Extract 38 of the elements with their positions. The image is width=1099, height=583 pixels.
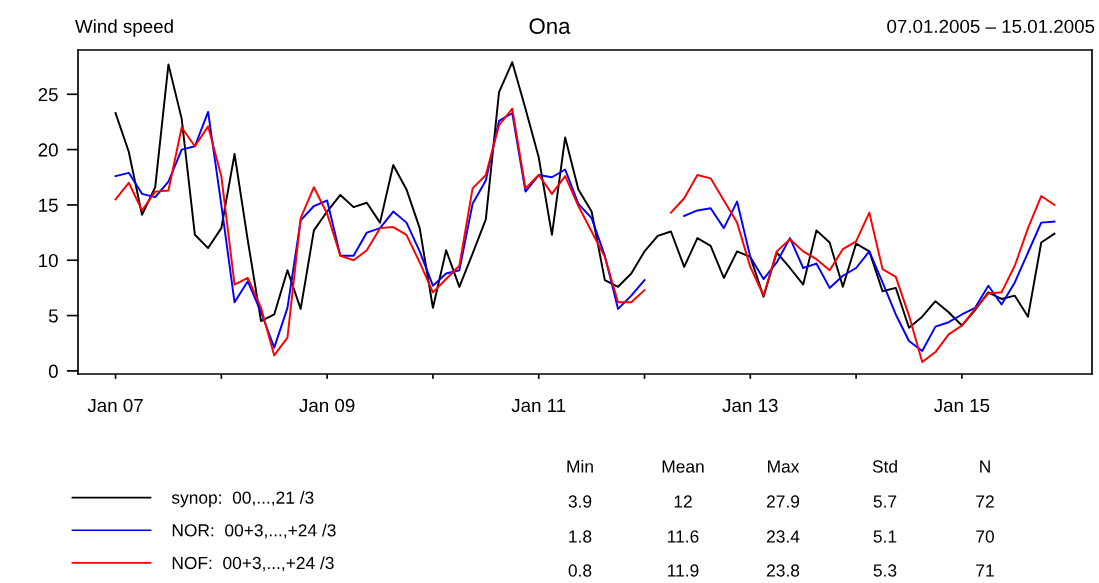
legend-label: NOR: 00+3,...,+24 /3 bbox=[172, 523, 336, 539]
y-tick-label: 10 bbox=[39, 253, 58, 268]
text: 11.9 bbox=[668, 564, 699, 577]
text: N bbox=[980, 460, 990, 473]
y-tick-label: 25 bbox=[38, 87, 58, 102]
text: Min bbox=[567, 459, 593, 473]
line-series bbox=[114, 61, 1056, 329]
text: 11.6 bbox=[668, 530, 699, 543]
text: 23.8 bbox=[766, 564, 800, 577]
text: 23.4 bbox=[766, 530, 800, 543]
text: Std bbox=[872, 459, 897, 473]
chart-subtitle: 07.01.2005 – 15.01.2005 bbox=[887, 19, 1095, 34]
y-tick-label: 20 bbox=[38, 143, 58, 157]
legend-label: synop: 00,...,21 /3 bbox=[171, 491, 314, 508]
text: 70 bbox=[976, 530, 994, 543]
x-tick-label: Jan 11 bbox=[511, 398, 566, 413]
text: 71 bbox=[976, 564, 994, 577]
text: 27.9 bbox=[766, 495, 800, 508]
x-tick-label: Jan 07 bbox=[87, 398, 143, 413]
y-axis-title: Wind speed bbox=[75, 19, 173, 37]
y-tick-label: 5 bbox=[48, 309, 58, 323]
chart-title: Ona bbox=[529, 18, 571, 34]
text: 1.8 bbox=[569, 530, 592, 543]
text: 0.8 bbox=[568, 564, 592, 577]
text: 5.1 bbox=[873, 530, 897, 543]
text: 12 bbox=[674, 495, 692, 508]
text: Mean bbox=[662, 460, 704, 473]
y-tick-label: 0 bbox=[48, 364, 58, 378]
x-tick-label: Jan 09 bbox=[299, 398, 355, 413]
text: 5.7 bbox=[873, 495, 897, 508]
x-tick-label: Jan 13 bbox=[722, 398, 778, 413]
text: 5.3 bbox=[873, 564, 897, 577]
y-tick-label: 15 bbox=[39, 198, 58, 212]
text: 72 bbox=[976, 495, 994, 508]
x-tick-label: Jan 15 bbox=[934, 398, 990, 413]
text: 3.9 bbox=[568, 495, 592, 508]
legend-label: NOF: 00+3,...,+24 /3 bbox=[172, 556, 334, 572]
text: Max bbox=[768, 460, 800, 473]
